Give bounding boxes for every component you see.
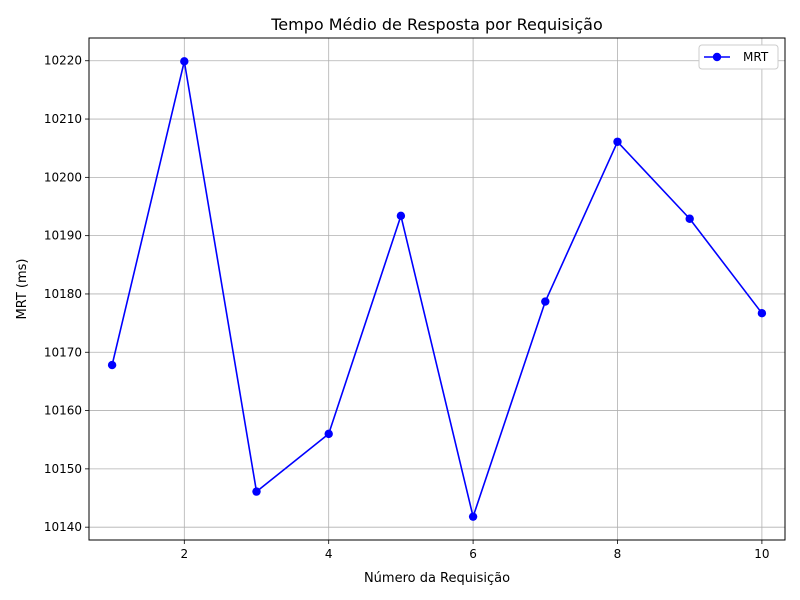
- y-axis-label: MRT (ms): [15, 259, 30, 320]
- y-tick-label: 10170: [44, 345, 82, 359]
- data-point: [757, 308, 767, 318]
- y-tick-label: 10140: [44, 520, 82, 534]
- chart-title: Tempo Médio de Resposta por Requisição: [270, 15, 603, 34]
- y-tick-label: 10200: [44, 170, 82, 184]
- x-tick-label: 6: [469, 547, 477, 561]
- data-point: [468, 512, 478, 521]
- data-point: [324, 429, 333, 439]
- y-tick-label: 10180: [44, 287, 82, 301]
- y-tick-label: 10220: [44, 54, 82, 68]
- x-axis-label: Número da Requisição: [364, 571, 510, 586]
- x-tick-label: 2: [180, 547, 188, 561]
- x-axis-ticks: 2 4 6 8 10: [180, 540, 770, 561]
- series-line-mrt: [111, 60, 763, 518]
- series-layer: [107, 57, 767, 521]
- data-point: [252, 487, 261, 496]
- legend-box: [698, 44, 779, 70]
- x-tick-label: 8: [614, 547, 622, 561]
- data-point: [107, 360, 117, 370]
- x-tick-label: 10: [754, 547, 769, 561]
- data-point: [613, 137, 622, 146]
- data-point: [685, 214, 694, 223]
- y-tick-label: 10160: [44, 404, 82, 418]
- x-tick-label: 4: [325, 547, 333, 561]
- data-point: [180, 57, 189, 66]
- y-axis-ticks: 10140 10150 10160 10170 10180 10190 10200 10210…: [44, 54, 89, 534]
- y-tick-label: 10150: [44, 462, 82, 476]
- data-point: [396, 211, 406, 221]
- legend-marker-mrt: [712, 52, 722, 62]
- legend: MRT: [698, 44, 779, 70]
- legend-label-mrt: MRT: [743, 50, 769, 64]
- data-point: [541, 297, 550, 306]
- y-tick-label: 10210: [44, 112, 82, 126]
- plot-frame: [88, 37, 786, 541]
- y-tick-label: 10190: [44, 229, 82, 243]
- grid-lines: [89, 38, 785, 540]
